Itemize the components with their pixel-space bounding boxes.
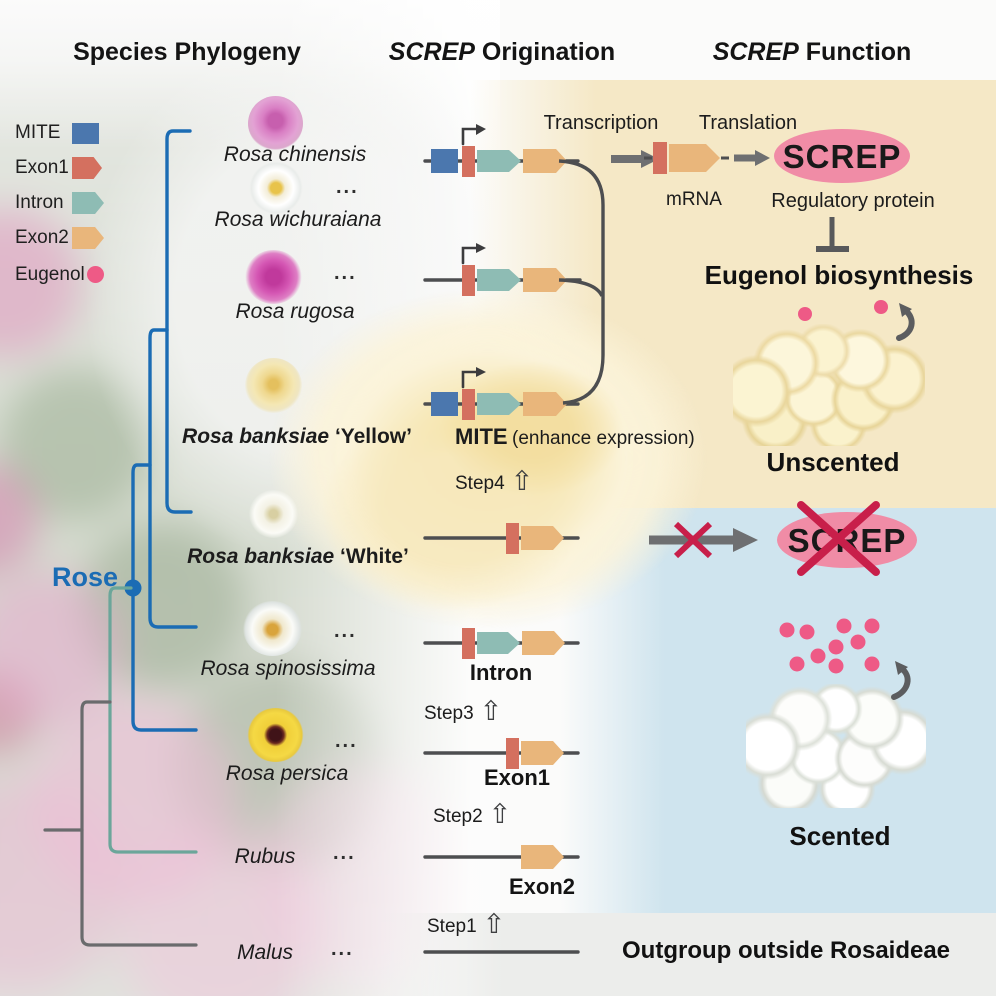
rosa-spinosissima-flower xyxy=(243,601,302,656)
scented-label: Scented xyxy=(789,821,891,851)
ellipsis-wichuraiana: ... xyxy=(336,176,359,198)
exon1-annotation: Exon1 xyxy=(483,765,551,790)
header-screp-origination: SCREP Origination xyxy=(388,38,616,66)
legend-label-exon1: Exon1 xyxy=(15,157,69,178)
step1: Step1 ⇧ xyxy=(427,909,506,939)
species-label-malus: Malus xyxy=(236,941,294,964)
exon2-annotation: Exon2 xyxy=(508,874,576,899)
species-label-wichuraiana: Rosa wichuraiana xyxy=(214,208,382,231)
ellipsis-spinosissima: ... xyxy=(334,620,357,642)
header-screp-function: SCREP Function xyxy=(712,38,912,66)
species-label-rubus: Rubus xyxy=(234,845,296,868)
unscented-label: Unscented xyxy=(766,447,900,477)
screp-protein-label: SCREP xyxy=(782,138,902,175)
up-arrow-icon: ⇧ xyxy=(510,466,534,496)
rosa-persica-flower xyxy=(246,708,305,762)
rosa-wichuraiana-flower xyxy=(248,162,304,214)
mrna-label: mRNA xyxy=(666,189,722,210)
rosa-banksiae-yellow-flower xyxy=(245,358,302,413)
species-label-banksiae-yellow: Rosa banksiae ‘Yellow’ xyxy=(182,425,412,448)
species-label-spinosissima: Rosa spinosissima xyxy=(200,657,376,680)
mite-legend-swatch xyxy=(72,123,99,144)
legend-label-intron: Intron xyxy=(15,192,64,213)
large-yellow-rose-image xyxy=(268,280,708,652)
step2: Step2 ⇧ xyxy=(433,799,512,829)
legend-label-eugenol: Eugenol xyxy=(15,264,85,285)
exon2-block xyxy=(521,741,564,765)
eugenol-biosynthesis-label: Eugenol biosynthesis xyxy=(704,260,974,290)
screp-crossed-label: SCREP xyxy=(787,522,907,559)
up-arrow-icon: ⇧ xyxy=(482,909,506,939)
species-label-banksiae-white: Rosa banksiae ‘White’ xyxy=(187,545,409,568)
outgroup-label: Outgroup outside Rosaideae xyxy=(622,937,951,964)
legend-label-exon2: Exon2 xyxy=(15,227,69,248)
rosa-chinensis-flower xyxy=(248,96,303,151)
rosa-rugosa-flower xyxy=(245,250,302,304)
exon2-legend-swatch xyxy=(72,227,104,249)
translation-label: Translation xyxy=(698,112,798,134)
legend-label-mite: MITE xyxy=(15,122,61,143)
ellipsis-rubus: ... xyxy=(333,842,356,864)
up-arrow-icon: ⇧ xyxy=(479,696,503,726)
eugenol-legend-swatch xyxy=(87,266,104,283)
regulatory-protein-label: Regulatory protein xyxy=(771,190,935,212)
ellipsis-malus: ... xyxy=(331,938,354,960)
rose-node-label: Rose xyxy=(52,562,119,592)
species-label-chinensis: Rosa chinensis xyxy=(223,143,367,166)
scented-flower-cluster xyxy=(746,684,926,808)
exon2-block xyxy=(521,845,564,869)
rosa-banksiae-white-flower xyxy=(249,490,298,538)
unscented-flower-cluster xyxy=(733,324,925,446)
bottom-band xyxy=(380,913,996,996)
header-species-phylogeny: Species Phylogeny xyxy=(73,38,301,66)
ellipsis-rugosa: ... xyxy=(334,262,357,284)
up-arrow-icon: ⇧ xyxy=(488,799,512,829)
exon1-legend-swatch xyxy=(72,157,102,179)
intron-legend-swatch xyxy=(72,192,104,214)
species-label-rugosa: Rosa rugosa xyxy=(235,300,355,323)
transcription-label: Transcription xyxy=(543,112,659,134)
step4: Step4 ⇧ xyxy=(455,466,534,496)
ellipsis-persica: ... xyxy=(335,730,358,752)
species-label-persica: Rosa persica xyxy=(225,762,349,785)
step3: Step3 ⇧ xyxy=(424,696,503,726)
mite-annotation: MITE (enhance expression) xyxy=(455,424,695,449)
intron-annotation: Intron xyxy=(469,660,533,685)
